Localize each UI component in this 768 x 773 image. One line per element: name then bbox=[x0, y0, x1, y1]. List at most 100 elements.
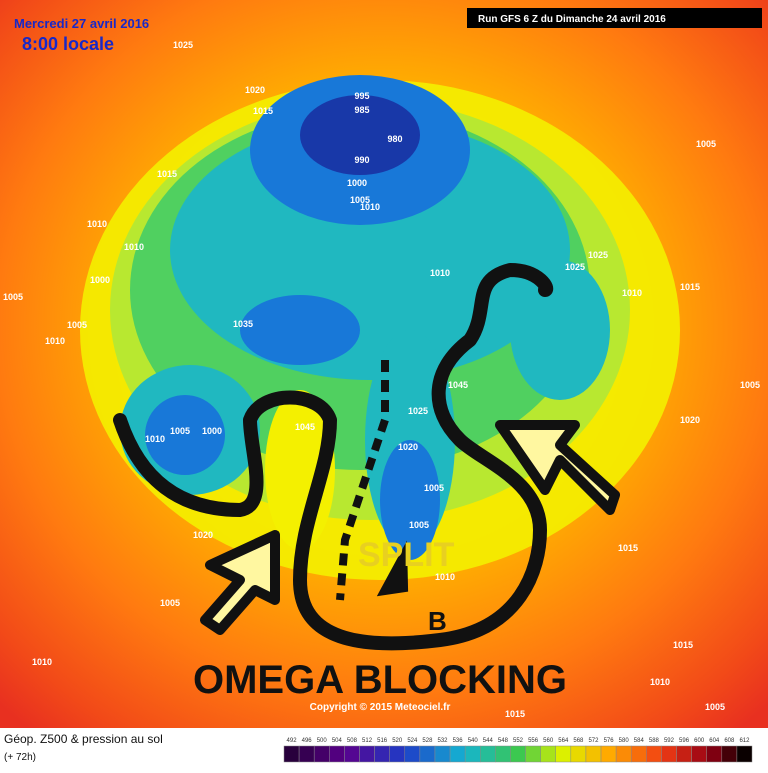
isobar-label: 1010 bbox=[45, 336, 65, 346]
legend-label: 560 bbox=[543, 738, 554, 744]
isobar-label: 1020 bbox=[245, 85, 265, 95]
legend-label: 540 bbox=[468, 738, 479, 744]
isobar-label: 1005 bbox=[705, 702, 725, 712]
legend-swatch bbox=[570, 745, 587, 763]
legend-swatch bbox=[283, 745, 300, 763]
isobar-label: 1045 bbox=[448, 380, 468, 390]
legend-swatch bbox=[525, 745, 541, 763]
legend-swatch bbox=[359, 745, 375, 763]
isobar-label: 1005 bbox=[170, 426, 190, 436]
legend-label: 548 bbox=[498, 738, 509, 744]
isobar-label: 1005 bbox=[696, 139, 716, 149]
legend-label: 572 bbox=[588, 738, 599, 744]
footer-lead: (+ 72h) bbox=[4, 752, 36, 763]
legend-label: 516 bbox=[377, 738, 388, 744]
split-line bbox=[336, 360, 389, 601]
isobar-label: 1015 bbox=[618, 543, 638, 553]
isobar-label: 1025 bbox=[565, 262, 585, 272]
isobar-label: 1005 bbox=[67, 320, 87, 330]
legend-label: 604 bbox=[709, 738, 720, 744]
legend-label: 500 bbox=[317, 738, 328, 744]
legend-label: 608 bbox=[724, 738, 735, 744]
arrow-head bbox=[376, 540, 409, 597]
legend-swatch bbox=[480, 745, 496, 763]
legend-swatch bbox=[449, 745, 466, 763]
isobar-label: 1010 bbox=[87, 219, 107, 229]
isobar-label: 1000 bbox=[347, 178, 367, 188]
legend-swatch bbox=[374, 745, 390, 763]
legend-swatch bbox=[419, 745, 436, 763]
legend-swatch bbox=[313, 745, 330, 763]
isobar-label: 1020 bbox=[398, 442, 418, 452]
legend-label: 552 bbox=[513, 738, 524, 744]
legend-swatch bbox=[329, 745, 345, 763]
isobar-label: 995 bbox=[354, 91, 369, 101]
legend-label: 508 bbox=[347, 738, 358, 744]
legend-swatch bbox=[344, 745, 360, 763]
isobar-label: 1010 bbox=[650, 677, 670, 687]
date-label: Mercredi 27 avril 2016 bbox=[14, 16, 149, 31]
isobar-label: 985 bbox=[354, 105, 369, 115]
legend-label: 556 bbox=[528, 738, 539, 744]
legend-label: 544 bbox=[483, 738, 494, 744]
legend-label: 520 bbox=[392, 738, 403, 744]
isobar-label: 1005 bbox=[160, 598, 180, 608]
legend-label: 536 bbox=[453, 738, 464, 744]
isobar-label: 1005 bbox=[350, 195, 370, 205]
legend-swatch bbox=[298, 745, 315, 763]
isobar-label: 990 bbox=[354, 155, 369, 165]
isobar-label: 1005 bbox=[409, 520, 429, 530]
isobar-label: 1015 bbox=[680, 282, 700, 292]
legend-label: 524 bbox=[407, 738, 418, 744]
arrows bbox=[200, 420, 620, 635]
omega-line bbox=[113, 263, 554, 651]
time-label: 8:00 locale bbox=[22, 34, 114, 54]
isobar-label: 1020 bbox=[193, 530, 213, 540]
legend-label: 496 bbox=[302, 738, 313, 744]
isobar-label: 1000 bbox=[202, 426, 222, 436]
run-box bbox=[467, 8, 762, 28]
legend-label: 532 bbox=[438, 738, 449, 744]
legend-label: 600 bbox=[694, 738, 705, 744]
isobar-label: 1020 bbox=[680, 415, 700, 425]
legend-label: 528 bbox=[422, 738, 433, 744]
run-label: Run GFS 6 Z du Dimanche 24 avril 2016 bbox=[478, 14, 666, 25]
legend-swatch bbox=[585, 745, 602, 763]
legend-swatch bbox=[615, 745, 632, 763]
legend-label: 612 bbox=[739, 738, 750, 744]
isobar-label: 1010 bbox=[430, 268, 450, 278]
legend-swatch bbox=[404, 745, 421, 763]
legend-label: 492 bbox=[287, 738, 298, 744]
split-label: SPLIT bbox=[358, 536, 455, 574]
legend-label: 584 bbox=[634, 738, 645, 744]
isobar-label: 1005 bbox=[740, 380, 760, 390]
legend-swatch bbox=[464, 745, 481, 763]
isobar-label: 1010 bbox=[622, 288, 642, 298]
legend-swatch bbox=[646, 745, 662, 763]
isobar-label: 1010 bbox=[124, 242, 144, 252]
isobar-label: 1015 bbox=[157, 169, 177, 179]
legend: 492 496 500 504 508 512 516 520 524 528 532 536 540 5… bbox=[283, 738, 753, 763]
legend-swatch bbox=[661, 745, 677, 763]
legend-label: 564 bbox=[558, 738, 569, 744]
isobar-label: 980 bbox=[387, 134, 402, 144]
omega-label: OMEGA BLOCKING bbox=[193, 658, 567, 702]
isobar-label: 1045 bbox=[295, 422, 315, 432]
isobar-label: 1015 bbox=[673, 640, 693, 650]
legend-swatch bbox=[495, 745, 511, 763]
legend-swatch bbox=[691, 745, 707, 763]
legend-swatch bbox=[555, 745, 572, 763]
legend-label: 504 bbox=[332, 738, 343, 744]
isobar-label: 1025 bbox=[173, 40, 193, 50]
legend-label: 596 bbox=[679, 738, 690, 744]
legend-label: 580 bbox=[619, 738, 630, 744]
legend-label: 568 bbox=[573, 738, 584, 744]
legend-label: 588 bbox=[649, 738, 660, 744]
legend-swatch bbox=[540, 745, 556, 763]
isobar-label: 1000 bbox=[90, 275, 110, 285]
legend-swatch bbox=[630, 745, 647, 763]
isobar-label: 1010 bbox=[435, 572, 455, 582]
legend-swatch bbox=[736, 745, 753, 763]
b-label: B bbox=[428, 606, 447, 636]
legend-swatch bbox=[434, 745, 451, 763]
